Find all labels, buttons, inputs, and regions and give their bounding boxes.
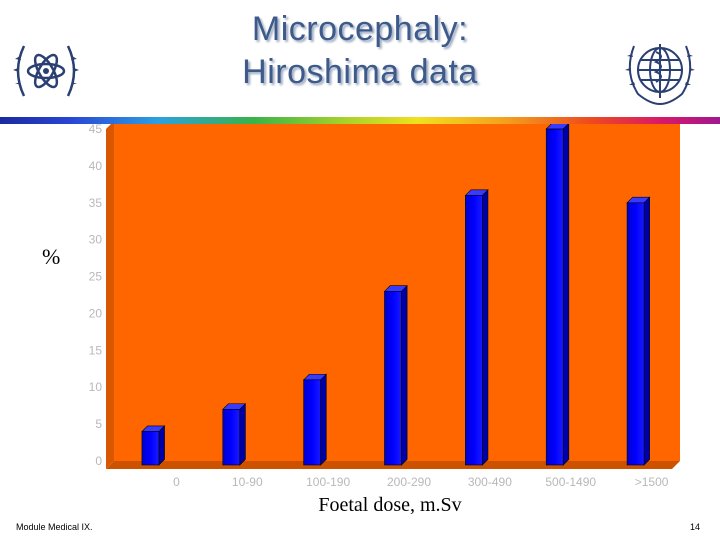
x-tick-label: 200-290: [387, 475, 431, 489]
x-axis-label: Foetal dose, m.Sv: [318, 494, 462, 516]
y-tick-label: 5: [95, 417, 102, 431]
color-gradient-divider: [0, 117, 720, 124]
bar: [222, 403, 247, 466]
bar: [464, 189, 489, 466]
bar-front: [384, 291, 402, 466]
bar-side: [320, 373, 327, 466]
bar: [383, 284, 408, 466]
y-tick-label: 15: [89, 343, 103, 357]
who-emblem-icon: [625, 44, 695, 106]
x-tick-label: 300-490: [468, 475, 512, 489]
x-tick-label: 0: [173, 475, 180, 489]
bar-side: [401, 284, 408, 466]
y-tick-label: 45: [89, 124, 103, 136]
y-tick-label: 20: [89, 306, 103, 320]
x-tick-label: 100-190: [306, 475, 350, 489]
bar: [141, 425, 166, 466]
bar-chart: 0 5 10 15 20 25 30 35 40 45 0 10-90 100-190 200-290 3…: [89, 124, 680, 489]
bar-side: [239, 403, 246, 466]
y-tick-label: 30: [89, 233, 103, 247]
y-tick-label: 25: [89, 270, 103, 284]
plot-side-wall: [106, 124, 114, 469]
module-label: Module Medical IX.: [16, 522, 93, 532]
bar-side: [562, 124, 570, 466]
bar-side: [643, 196, 650, 466]
bar-side: [482, 189, 489, 466]
bar-front: [303, 379, 321, 466]
y-tick-label: 0: [95, 454, 102, 468]
bar-front: [626, 202, 645, 466]
bar-front: [545, 128, 564, 466]
bar-front: [222, 409, 241, 466]
bar-front: [465, 195, 483, 466]
bar-side: [158, 425, 165, 466]
bar: [626, 196, 651, 466]
bar-front: [141, 431, 160, 466]
bar: [545, 124, 570, 466]
x-tick-label: 500-1490: [545, 475, 596, 489]
x-tick-label: >1500: [635, 475, 669, 489]
iaea-atom-emblem-icon: [13, 45, 79, 97]
page-number: 14: [690, 522, 701, 532]
y-tick-label: 10: [89, 380, 103, 394]
slide-title-line-1: Microcephaly:: [251, 10, 469, 48]
slide-title-line-2: Hiroshima data: [242, 53, 478, 91]
y-tick-label: 40: [89, 159, 103, 173]
x-tick-label: 10-90: [232, 475, 263, 489]
y-axis-label: %: [42, 244, 61, 269]
y-tick-label: 35: [89, 196, 103, 210]
bar: [302, 373, 327, 466]
